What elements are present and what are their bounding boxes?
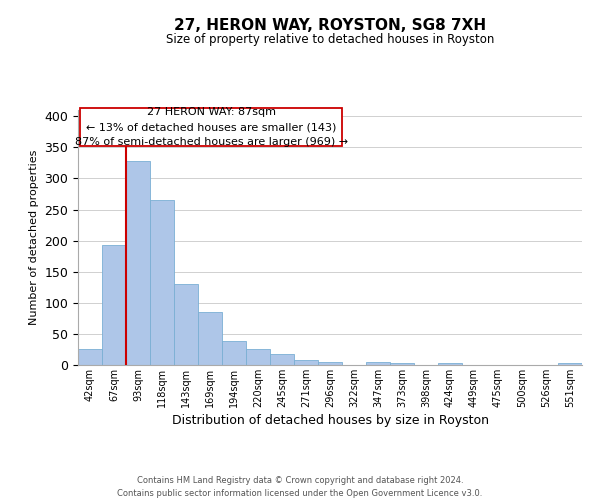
Bar	[390, 363, 414, 365]
Bar	[246, 349, 270, 365]
Text: Contains HM Land Registry data © Crown copyright and database right 2024.
Contai: Contains HM Land Registry data © Crown c…	[118, 476, 482, 498]
Y-axis label: Number of detached properties: Number of detached properties	[29, 150, 39, 325]
Bar	[102, 245, 126, 365]
Bar	[270, 354, 294, 365]
Bar	[438, 363, 462, 365]
Bar	[222, 342, 246, 365]
Bar	[558, 363, 582, 365]
Bar	[150, 200, 174, 365]
Bar	[294, 360, 318, 365]
Bar	[318, 362, 342, 365]
Bar	[198, 312, 222, 365]
Bar	[126, 161, 150, 365]
Bar	[366, 362, 390, 365]
FancyBboxPatch shape	[80, 108, 342, 146]
Text: 27, HERON WAY, ROYSTON, SG8 7XH: 27, HERON WAY, ROYSTON, SG8 7XH	[174, 18, 486, 32]
Bar	[174, 284, 198, 365]
Text: Size of property relative to detached houses in Royston: Size of property relative to detached ho…	[166, 32, 494, 46]
Text: 27 HERON WAY: 87sqm
← 13% of detached houses are smaller (143)
87% of semi-detac: 27 HERON WAY: 87sqm ← 13% of detached ho…	[74, 108, 348, 147]
X-axis label: Distribution of detached houses by size in Royston: Distribution of detached houses by size …	[172, 414, 488, 427]
Bar	[78, 350, 102, 365]
